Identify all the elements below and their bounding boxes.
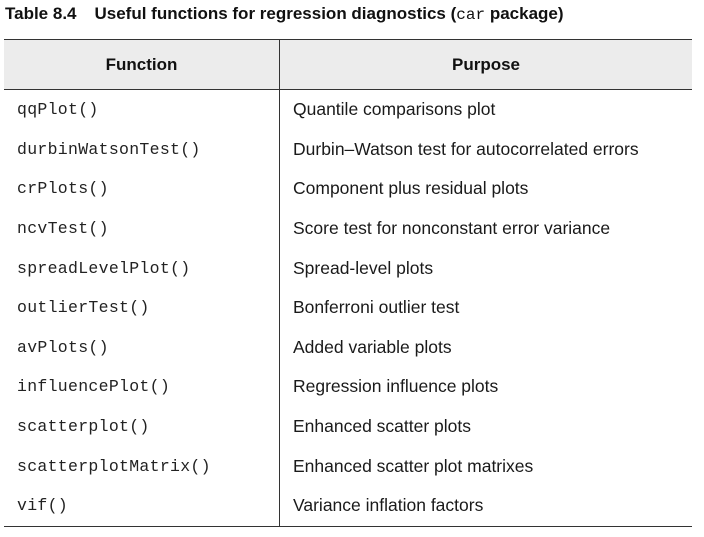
table-row: influencePlot() Regression influence plo… bbox=[4, 367, 692, 407]
function-cell: outlierTest() bbox=[4, 287, 280, 328]
purpose-cell: Enhanced scatter plots bbox=[293, 416, 472, 437]
table-row: scatterplot() Enhanced scatter plots bbox=[4, 406, 692, 447]
purpose-cell: Component plus residual plots bbox=[293, 178, 529, 199]
table-row: qqPlot() Quantile comparisons plot bbox=[4, 90, 692, 130]
purpose-cell: Spread-level plots bbox=[293, 257, 434, 278]
function-cell: scatterplot() bbox=[4, 406, 280, 447]
function-cell: scatterplotMatrix() bbox=[4, 446, 280, 486]
table-row: outlierTest() Bonferroni outlier test bbox=[4, 287, 692, 328]
table-caption: Table 8.4 Useful functions for regression… bbox=[5, 4, 564, 24]
function-cell: ncvTest() bbox=[4, 208, 280, 249]
table-body: qqPlot() Quantile comparisons plot durbi… bbox=[4, 90, 692, 526]
function-cell: durbinWatsonTest() bbox=[4, 129, 280, 170]
table-number: Table 8.4 bbox=[5, 4, 77, 23]
table-row: durbinWatsonTest() Durbin–Watson test fo… bbox=[4, 129, 692, 170]
table-row: ncvTest() Score test for nonconstant err… bbox=[4, 208, 692, 249]
purpose-cell: Bonferroni outlier test bbox=[293, 297, 460, 318]
purpose-cell: Durbin–Watson test for autocorrelated er… bbox=[293, 138, 639, 159]
header-function: Function bbox=[4, 40, 280, 89]
purpose-cell: Enhanced scatter plot matrixes bbox=[293, 455, 534, 476]
table-title-post: package) bbox=[485, 4, 564, 23]
purpose-cell: Variance inflation factors bbox=[293, 495, 484, 516]
table-row: vif() Variance inflation factors bbox=[4, 485, 692, 526]
function-cell: influencePlot() bbox=[4, 367, 280, 407]
function-cell: avPlots() bbox=[4, 327, 280, 368]
table-row: crPlots() Component plus residual plots bbox=[4, 169, 692, 209]
table-row: scatterplotMatrix() Enhanced scatter plo… bbox=[4, 446, 692, 486]
purpose-cell: Regression influence plots bbox=[293, 376, 499, 397]
purpose-cell: Added variable plots bbox=[293, 336, 452, 357]
function-cell: spreadLevelPlot() bbox=[4, 248, 280, 288]
function-cell: vif() bbox=[4, 485, 280, 526]
table-row: avPlots() Added variable plots bbox=[4, 327, 692, 368]
table-title-code: car bbox=[456, 6, 486, 24]
header-purpose: Purpose bbox=[451, 54, 521, 74]
functions-table: Function Purpose qqPlot() Quantile compa… bbox=[4, 39, 692, 527]
function-cell: qqPlot() bbox=[4, 90, 280, 130]
function-cell: crPlots() bbox=[4, 169, 280, 209]
table-row: spreadLevelPlot() Spread-level plots bbox=[4, 248, 692, 288]
table-header-row: Function Purpose bbox=[4, 40, 692, 90]
purpose-cell: Quantile comparisons plot bbox=[293, 99, 496, 120]
table-title-pre: Useful functions for regression diagnost… bbox=[94, 4, 457, 23]
purpose-cell: Score test for nonconstant error varianc… bbox=[293, 218, 611, 239]
